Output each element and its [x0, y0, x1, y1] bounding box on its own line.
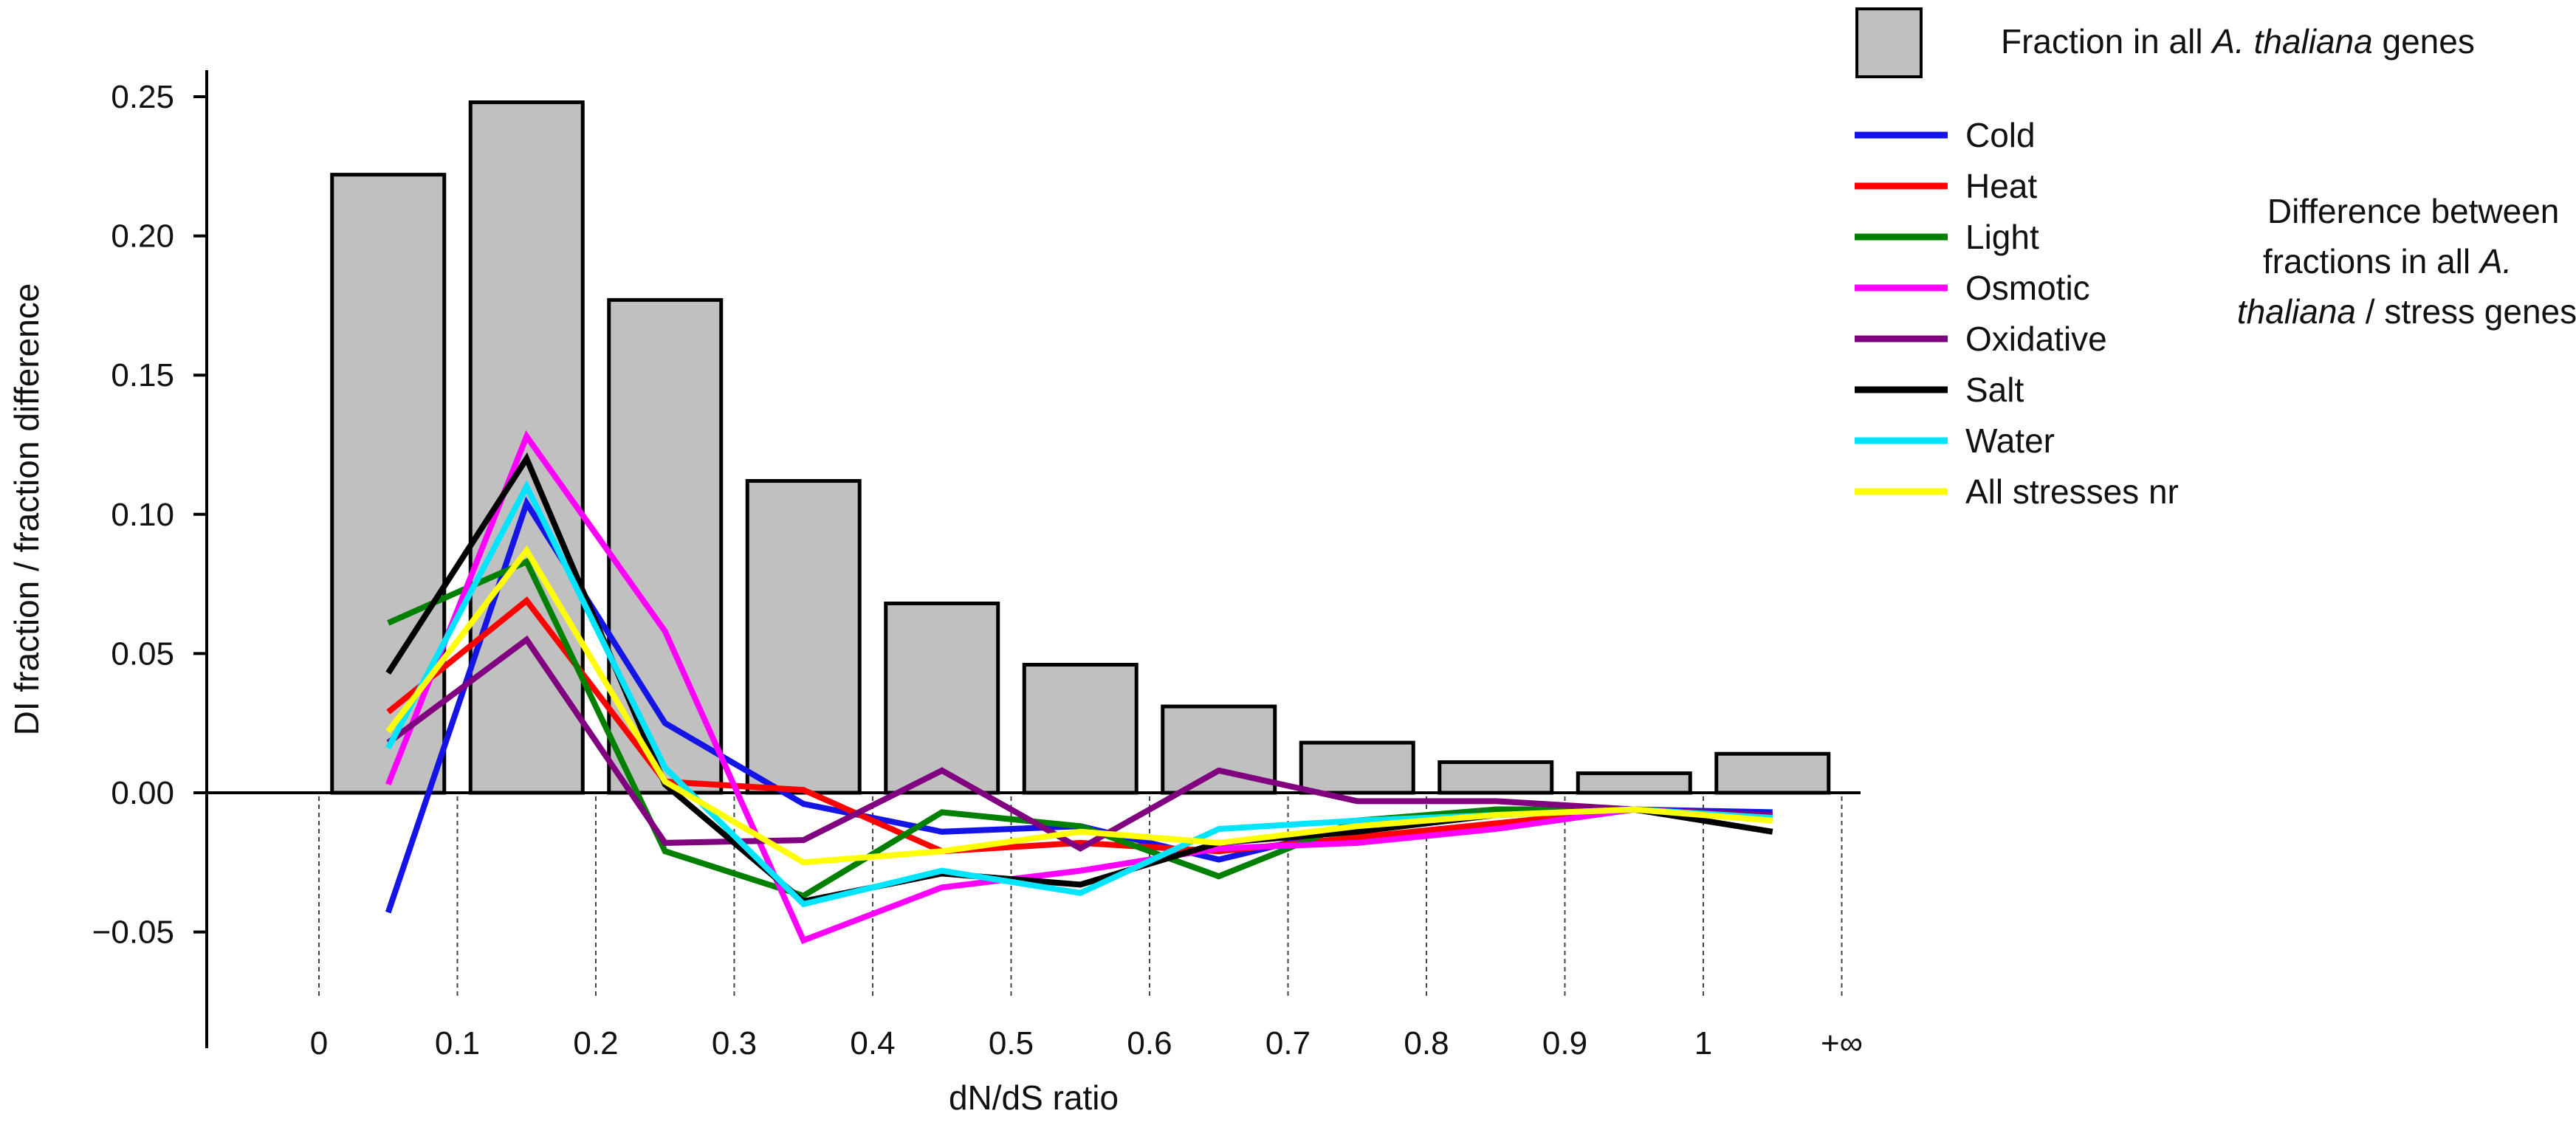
- legend-label: All stresses nr: [1965, 472, 2179, 511]
- bars: [330, 100, 1831, 795]
- y-tick-label: −0.05: [92, 915, 174, 951]
- y-axis-title: DI fraction / fraction difference: [7, 283, 46, 736]
- series-line-heat: [386, 596, 1773, 855]
- y-tick-label: 0.25: [111, 79, 174, 115]
- bar: [1714, 751, 1831, 795]
- bar: [1299, 740, 1415, 795]
- x-tick-label: 1: [1694, 1025, 1712, 1061]
- bar: [745, 479, 862, 795]
- series-line-light: [387, 557, 1773, 899]
- series-line-all-stresses-nr: [385, 545, 1773, 866]
- x-ticks: 0 0.1 0.2 0.3 0.4 0.5 0.6 0.7 0.8 0.9 1 +∞: [310, 1025, 1863, 1061]
- bar: [1438, 760, 1554, 795]
- bar: [468, 100, 585, 795]
- y-tick-label: 0.15: [111, 357, 174, 393]
- x-tick-label: 0.4: [850, 1025, 895, 1061]
- y-ticks: 0.25 0.20 0.15 0.10 0.05 0.00 −0.05: [92, 79, 207, 951]
- legend-label: Heat: [1965, 167, 2037, 205]
- series-lines: [385, 430, 1773, 945]
- x-axis-title: dN/dS ratio: [949, 1078, 1119, 1117]
- x-tick-label: 0: [310, 1025, 328, 1061]
- legend-label: Water: [1965, 421, 2055, 460]
- legend-bar-swatch: [1855, 7, 1923, 78]
- y-tick-label: 0.20: [111, 218, 174, 255]
- y-tick-label: 0.00: [111, 775, 174, 811]
- x-tick-label: 0.3: [712, 1025, 757, 1061]
- x-tick-label: 0.9: [1542, 1025, 1587, 1061]
- legend: Fraction in all A. thaliana genes Cold He…: [1855, 7, 2576, 511]
- x-tick-label: 0.2: [573, 1025, 618, 1061]
- legend-series: Cold Heat Light Osmotic Oxidative Salt Water Al…: [1855, 116, 2179, 511]
- x-tick-label: 0.1: [435, 1025, 480, 1061]
- legend-label: Light: [1965, 218, 2039, 256]
- legend-difference-caption: Difference between fractions in all A. t…: [2237, 192, 2576, 331]
- x-tick-label: +∞: [1821, 1025, 1863, 1061]
- legend-bar-label: Fraction in all A. thaliana genes: [2001, 22, 2475, 61]
- legend-label: Cold: [1965, 116, 2036, 154]
- series-line-oxidative: [386, 635, 1773, 853]
- bar: [1022, 662, 1138, 795]
- x-tick-label: 0.8: [1404, 1025, 1449, 1061]
- x-tick-label: 0.7: [1265, 1025, 1311, 1061]
- legend-label: Osmotic: [1965, 269, 2090, 307]
- bar: [330, 173, 447, 795]
- y-tick-label: 0.10: [111, 497, 174, 533]
- x-tick-label: 0.6: [1127, 1025, 1172, 1061]
- y-tick-label: 0.05: [111, 636, 174, 672]
- legend-label: Oxidative: [1965, 320, 2107, 358]
- x-dashed-gridlines: [318, 796, 1843, 996]
- bar: [884, 602, 1000, 795]
- series-line-osmotic: [385, 430, 1773, 945]
- legend-label: Salt: [1965, 371, 2024, 409]
- bar: [1576, 771, 1692, 795]
- x-tick-label: 0.5: [989, 1025, 1034, 1061]
